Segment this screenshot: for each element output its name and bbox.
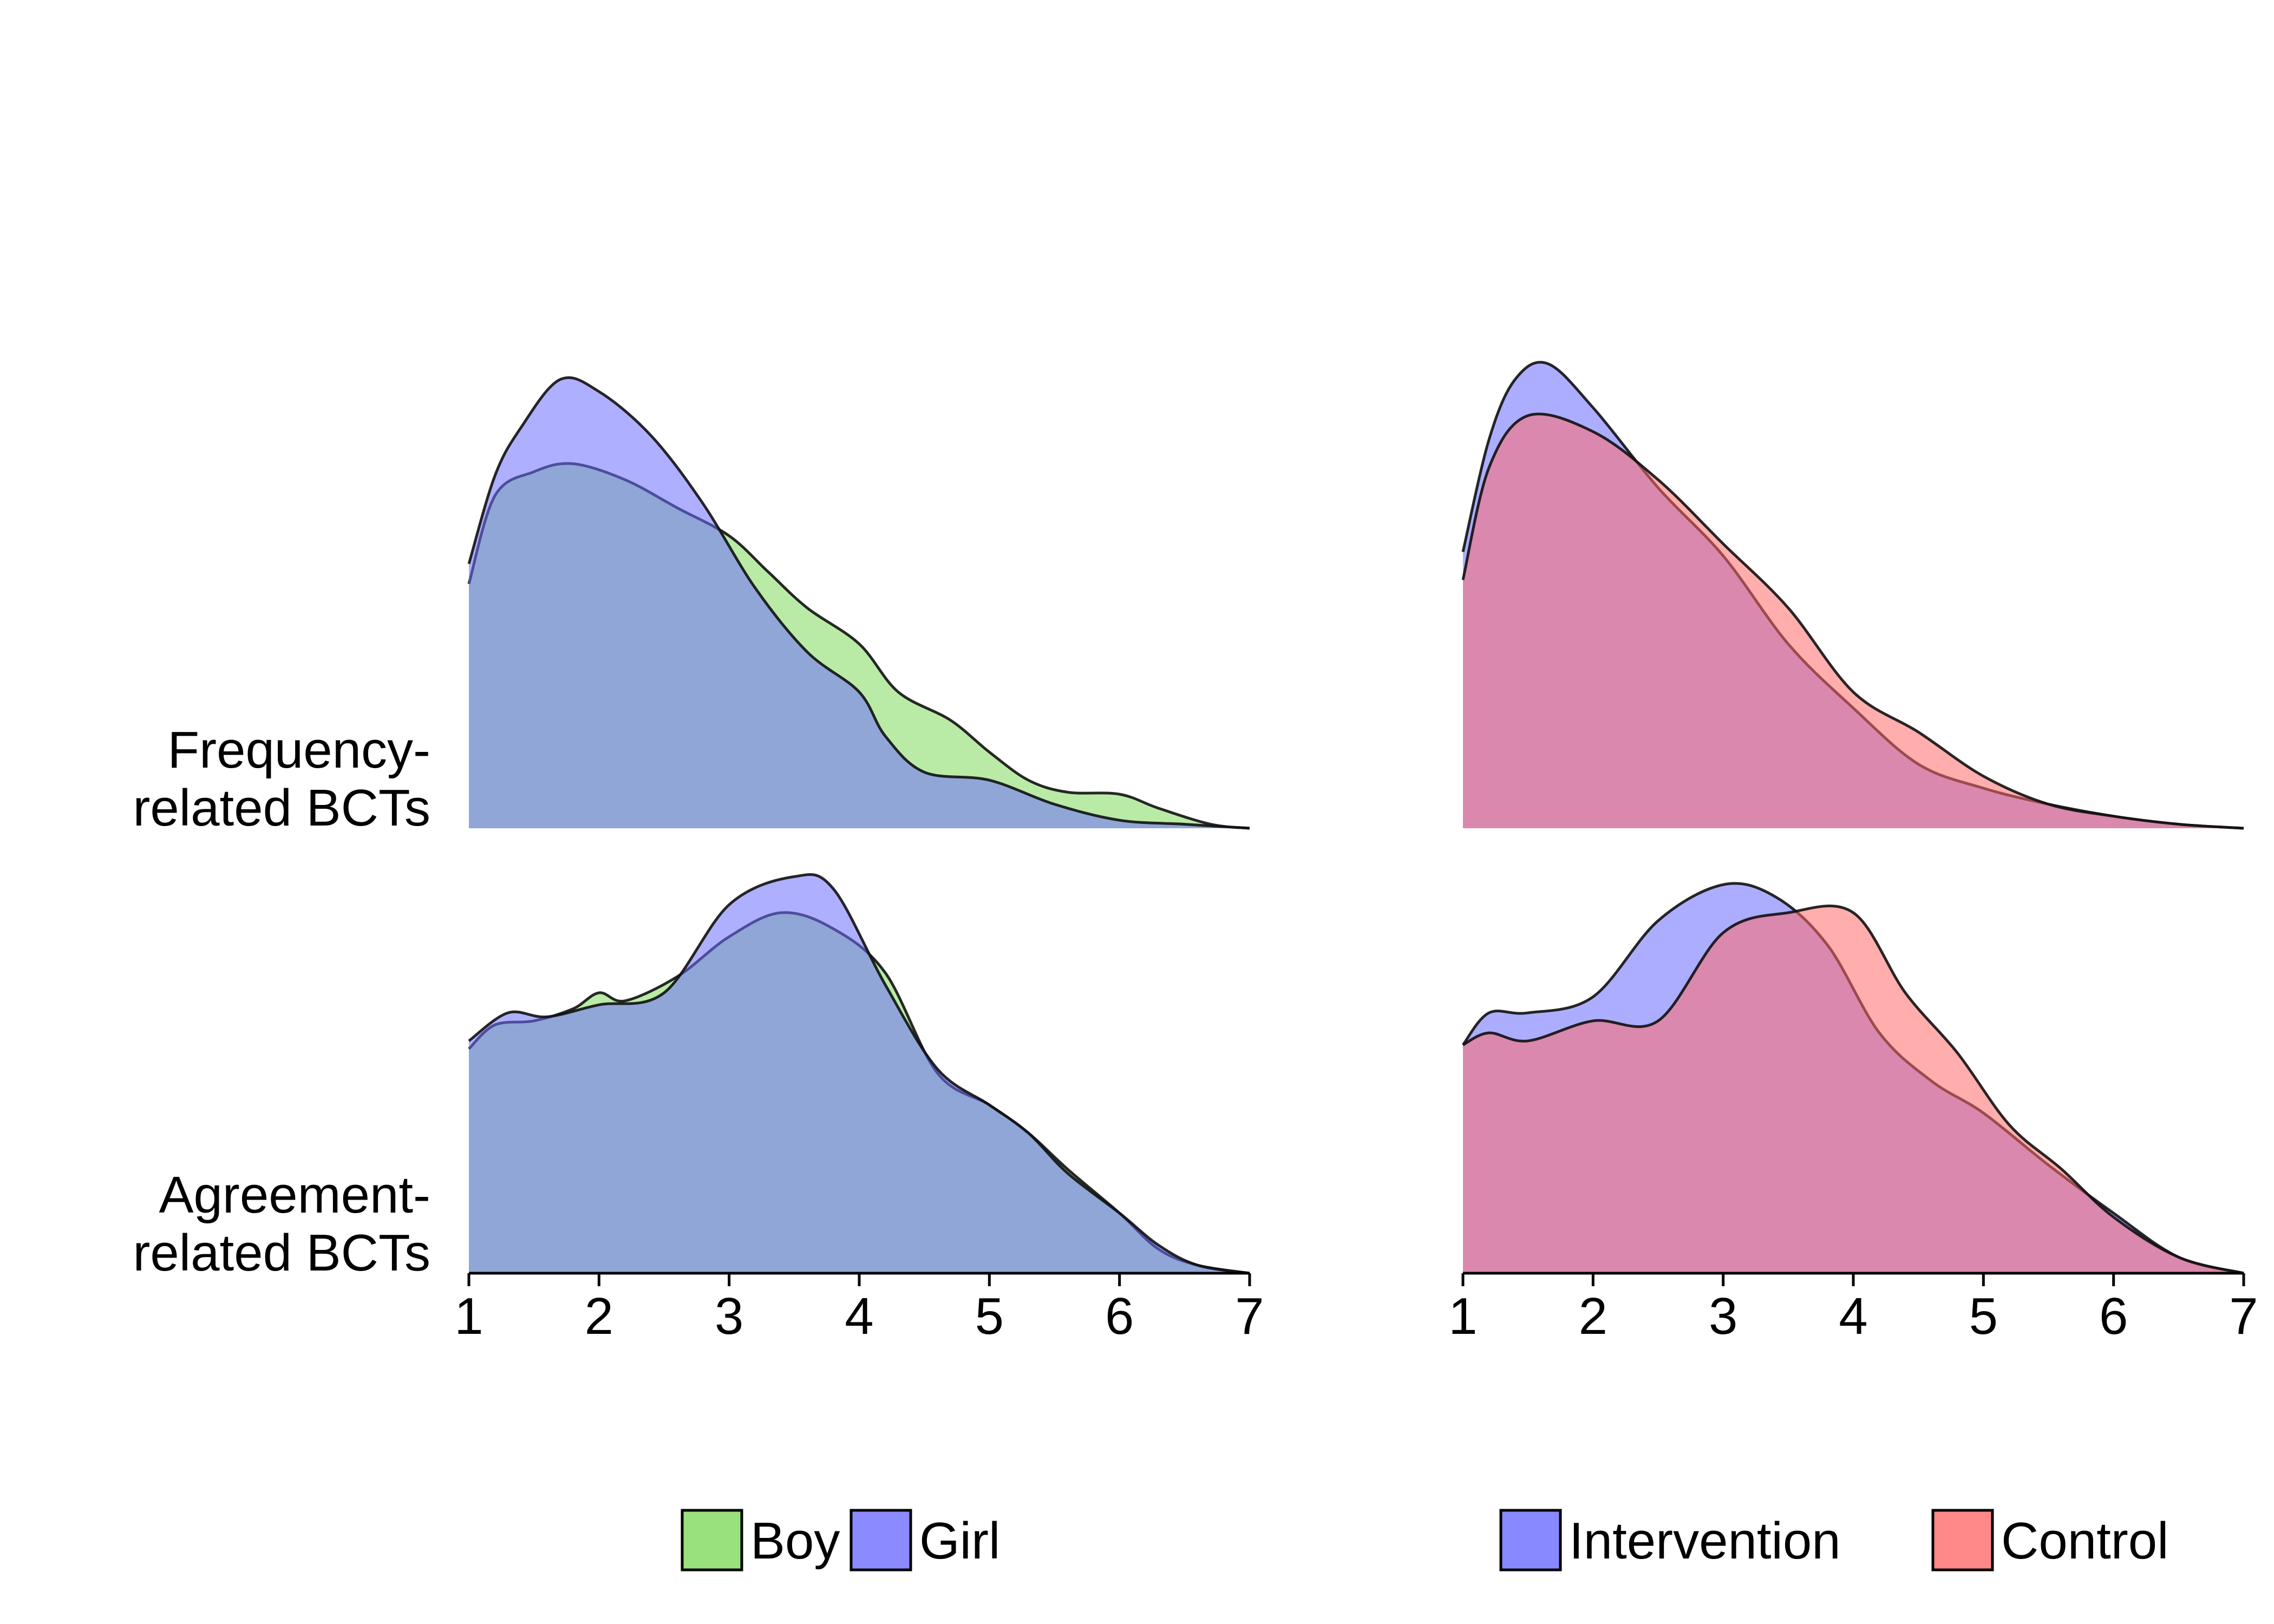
x-tick-label: 3: [715, 1287, 743, 1345]
density-area-girl-agreement: [469, 874, 1250, 1273]
x-tick-label: 3: [1709, 1287, 1737, 1345]
legend-swatch-intervention: [1499, 1509, 1562, 1571]
x-tick-label: 6: [1105, 1287, 1134, 1345]
density-area-control-frequency: [1463, 414, 2244, 828]
legend-swatch-control: [1931, 1509, 1994, 1571]
x-tick-label: 7: [2229, 1287, 2258, 1345]
x-tick-label: 1: [1448, 1287, 1477, 1345]
legend-label-girl: Girl: [919, 1512, 1000, 1570]
x-tick-label: 5: [975, 1287, 1004, 1345]
density-line-control-agreement: [1462, 905, 2244, 1275]
legend-label-intervention: Intervention: [1569, 1512, 1841, 1570]
density-area-girl-frequency: [469, 377, 1250, 828]
left-panel-gender: 1 2 3 4 5 6 7 Boy Girl: [454, 376, 1264, 1571]
x-tick-label: 2: [585, 1287, 613, 1345]
legend-swatch-girl: [850, 1509, 912, 1571]
density-line-girl-agreement: [468, 873, 1250, 1275]
x-tick-label: 5: [1969, 1287, 1998, 1345]
density-line-girl-frequency: [467, 376, 1250, 830]
category-label-agreement-line2: related BCTs: [133, 1224, 430, 1282]
density-line-control-frequency: [1461, 412, 2244, 830]
right-panel-group: 1 2 3 4 5 6 7 Intervention Control: [1448, 361, 2258, 1571]
category-labels: Frequency- related BCTs Agreement- relat…: [133, 721, 430, 1282]
x-tick-label: 2: [1579, 1287, 1608, 1345]
density-area-control-agreement: [1463, 906, 2244, 1273]
category-label-frequency-line1: Frequency-: [167, 721, 430, 779]
legend-label-control: Control: [2001, 1512, 2168, 1570]
legend-swatch-boy: [681, 1509, 743, 1571]
x-tick-label: 4: [1839, 1287, 1867, 1345]
category-label-agreement-line1: Agreement-: [159, 1166, 430, 1224]
x-tick-label: 4: [845, 1287, 873, 1345]
x-tick-label: 1: [454, 1287, 483, 1345]
category-label-frequency-line2: related BCTs: [133, 779, 430, 837]
legend-label-boy: Boy: [750, 1512, 840, 1570]
x-tick-label: 6: [2099, 1287, 2128, 1345]
x-tick-label: 7: [1235, 1287, 1264, 1345]
